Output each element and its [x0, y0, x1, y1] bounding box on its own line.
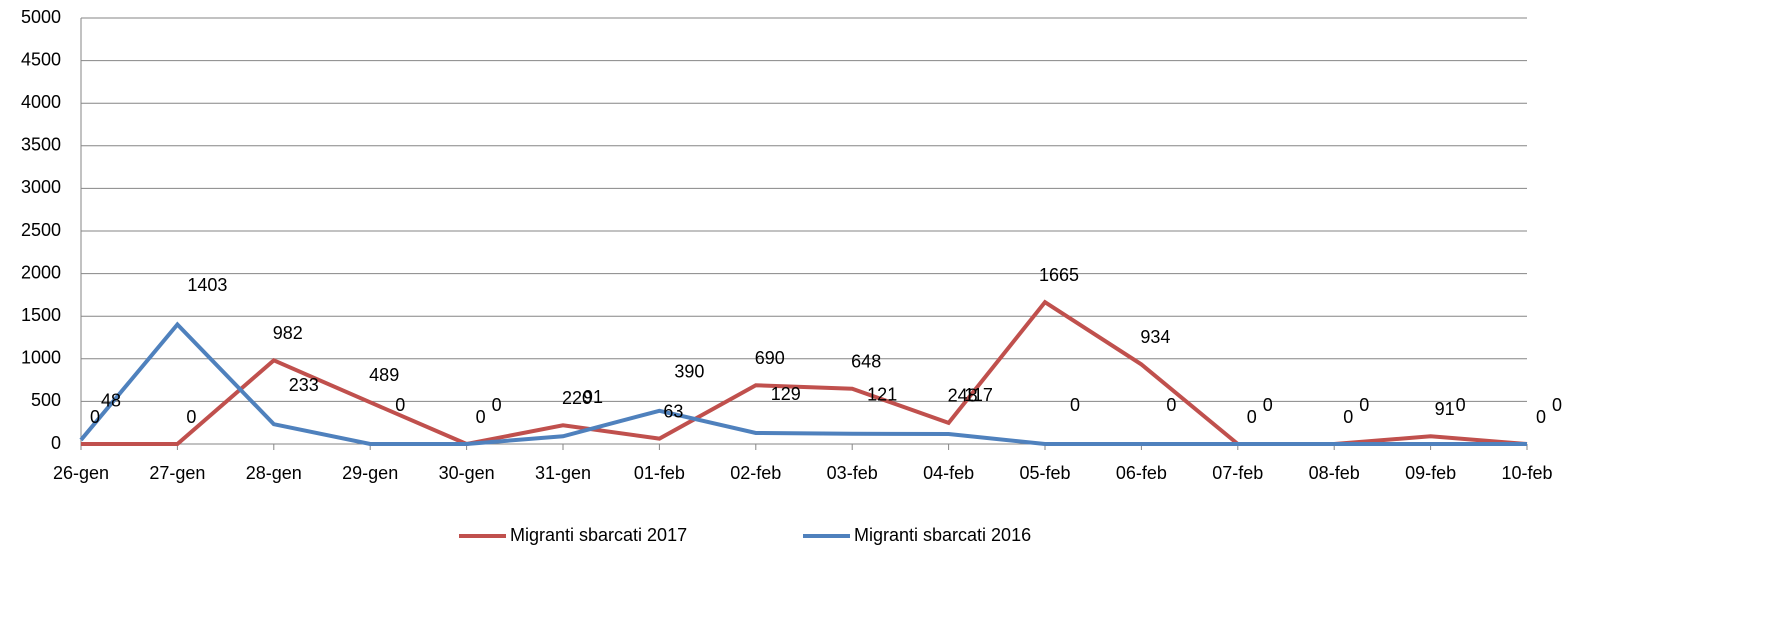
data-label: 1665	[1039, 265, 1079, 285]
y-tick-label: 1500	[21, 305, 61, 325]
y-tick-label: 1000	[21, 348, 61, 368]
data-label: 0	[395, 395, 405, 415]
data-label: 0	[1166, 395, 1176, 415]
data-label: 934	[1140, 327, 1170, 347]
y-tick-label: 4500	[21, 49, 61, 69]
x-tick-label: 04-feb	[923, 463, 974, 483]
data-label: 690	[755, 348, 785, 368]
x-tick-label: 01-feb	[634, 463, 685, 483]
x-tick-label: 29-gen	[342, 463, 398, 483]
data-label: 63	[663, 401, 683, 421]
y-tick-label: 4000	[21, 92, 61, 112]
y-tick-label: 0	[51, 433, 61, 453]
x-tick-label: 31-gen	[535, 463, 591, 483]
data-label: 91	[583, 387, 603, 407]
x-tick-label: 26-gen	[53, 463, 109, 483]
data-label: 0	[476, 407, 486, 427]
y-tick-label: 3500	[21, 135, 61, 155]
data-label: 0	[1536, 407, 1546, 427]
data-label: 0	[1359, 395, 1369, 415]
data-label: 0	[1552, 395, 1562, 415]
data-label: 0	[90, 407, 100, 427]
data-label: 982	[273, 323, 303, 343]
y-tick-label: 2000	[21, 262, 61, 282]
data-label: 489	[369, 365, 399, 385]
x-tick-label: 02-feb	[730, 463, 781, 483]
data-label: 91	[1435, 399, 1455, 419]
data-label: 0	[1263, 395, 1273, 415]
data-label: 390	[674, 362, 704, 382]
y-tick-label: 3000	[21, 177, 61, 197]
data-label: 117	[964, 385, 993, 405]
y-tick-label: 500	[31, 390, 61, 410]
data-label: 0	[1070, 395, 1080, 415]
data-label: 233	[289, 375, 319, 395]
y-tick-label: 5000	[21, 7, 61, 27]
series-line	[79, 321, 1527, 446]
data-label: 648	[851, 352, 881, 372]
x-tick-label: 03-feb	[827, 463, 878, 483]
x-tick-label: 28-gen	[246, 463, 302, 483]
x-tick-label: 06-feb	[1116, 463, 1167, 483]
data-label: 0	[492, 395, 502, 415]
data-label: 1403	[187, 275, 227, 295]
data-label: 0	[1456, 395, 1466, 415]
data-label: 121	[867, 384, 897, 404]
legend-label: Migranti sbarcati 2016	[854, 525, 1031, 545]
x-tick-label: 07-feb	[1212, 463, 1263, 483]
data-label: 0	[186, 407, 196, 427]
data-label: 248	[948, 386, 978, 406]
data-label: 48	[101, 391, 121, 411]
x-tick-label: 10-feb	[1501, 463, 1552, 483]
x-tick-label: 27-gen	[149, 463, 205, 483]
data-label: 220	[562, 388, 592, 408]
x-tick-label: 09-feb	[1405, 463, 1456, 483]
data-label: 0	[1247, 407, 1257, 427]
legend-label: Migranti sbarcati 2017	[510, 525, 687, 545]
data-label: 129	[771, 384, 801, 404]
y-tick-label: 2500	[21, 220, 61, 240]
x-tick-label: 05-feb	[1019, 463, 1070, 483]
x-tick-label: 30-gen	[439, 463, 495, 483]
data-label: 0	[1343, 407, 1353, 427]
x-tick-label: 08-feb	[1309, 463, 1360, 483]
